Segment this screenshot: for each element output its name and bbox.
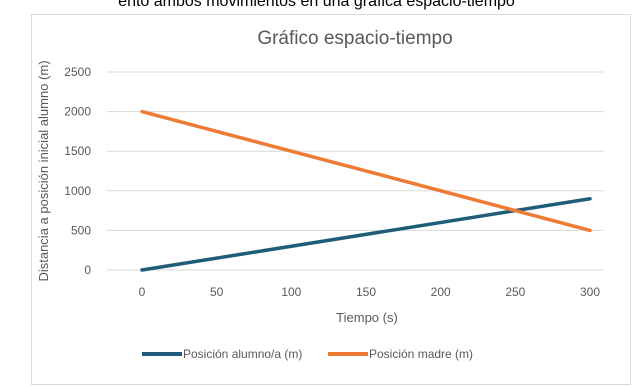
y-tick-label: 2500 bbox=[64, 65, 91, 79]
legend-label-1: Posición madre (m) bbox=[369, 347, 473, 361]
x-tick-label: 100 bbox=[281, 285, 301, 299]
chart-frame bbox=[31, 14, 631, 385]
x-tick-label: 0 bbox=[139, 285, 146, 299]
series-line-0 bbox=[140, 196, 592, 272]
x-tick-label: 250 bbox=[505, 285, 525, 299]
y-tick-label: 1500 bbox=[64, 144, 91, 158]
legend-label-0: Posición alumno/a (m) bbox=[183, 347, 302, 361]
x-tick-label: 200 bbox=[431, 285, 451, 299]
y-tick-label: 0 bbox=[84, 263, 91, 277]
partial-heading-text: ento ambos movimientos en una gráfica es… bbox=[118, 0, 515, 10]
y-tick-label: 2000 bbox=[64, 105, 91, 119]
series-layer bbox=[140, 109, 592, 272]
x-tick-label: 50 bbox=[210, 285, 224, 299]
series-line-1 bbox=[140, 109, 592, 233]
x-tick-labels: 0 50 100 150 200 250 300 bbox=[139, 285, 601, 299]
y-tick-label: 500 bbox=[71, 223, 91, 237]
y-tick-labels: 0 500 1000 1500 2000 2500 bbox=[64, 65, 91, 277]
x-axis-title: Tiempo (s) bbox=[336, 310, 398, 325]
chart-title: Gráfico espacio-tiempo bbox=[257, 28, 452, 49]
gridlines bbox=[107, 71, 604, 271]
y-tick-label: 1000 bbox=[64, 184, 91, 198]
legend: Posición alumno/a (m) Posición madre (m) bbox=[142, 347, 473, 361]
x-tick-label: 300 bbox=[580, 285, 600, 299]
x-tick-label: 150 bbox=[356, 285, 376, 299]
y-axis-title: Distancia a posición inicial alumno (m) bbox=[36, 60, 51, 281]
